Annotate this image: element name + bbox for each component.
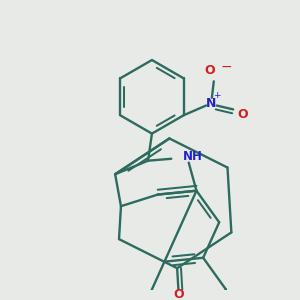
Text: +: + bbox=[213, 91, 220, 100]
Text: NH: NH bbox=[183, 150, 203, 163]
Text: O: O bbox=[238, 108, 248, 121]
Text: −: − bbox=[220, 60, 232, 74]
Text: O: O bbox=[205, 64, 215, 77]
Text: O: O bbox=[173, 288, 184, 300]
Text: N: N bbox=[206, 97, 216, 110]
